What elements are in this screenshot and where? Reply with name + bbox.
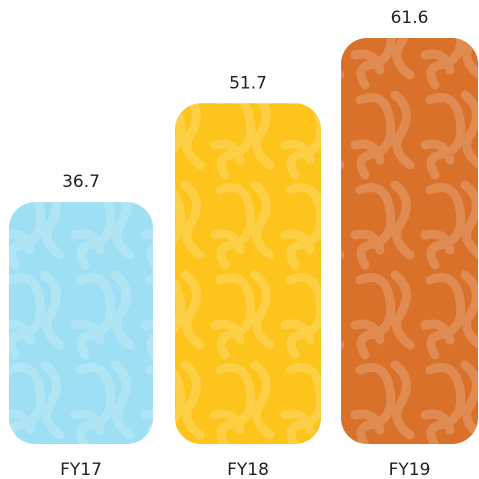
- x-tick-label: FY18: [227, 460, 269, 479]
- value-label: 36.7: [62, 172, 100, 192]
- x-tick-label: FY17: [60, 460, 102, 479]
- value-label: 51.7: [229, 73, 267, 93]
- bar-pattern: [9, 202, 153, 444]
- bar-pattern: [341, 38, 478, 444]
- x-tick-label: FY19: [389, 460, 431, 479]
- bar-pattern: [175, 103, 321, 444]
- value-label: 61.6: [391, 8, 429, 28]
